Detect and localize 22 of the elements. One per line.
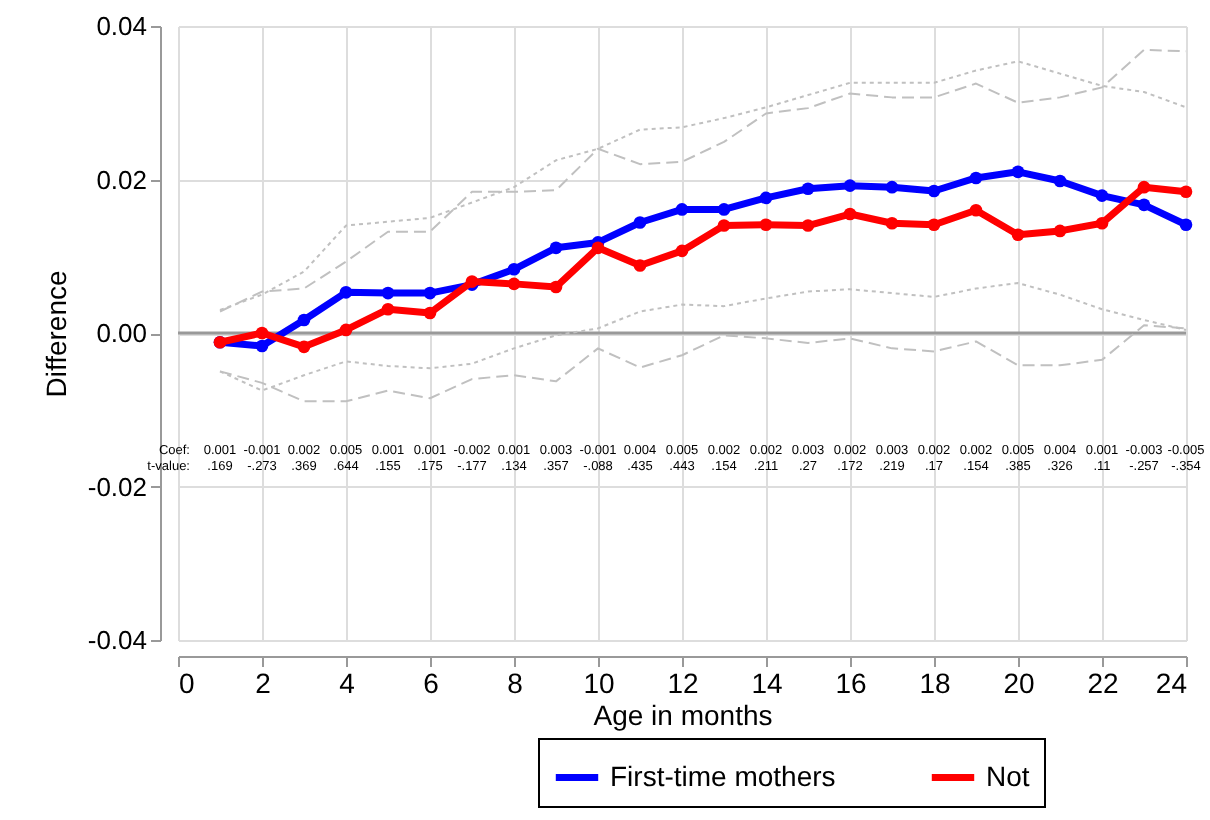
x-tick-label: 16 (835, 667, 867, 699)
x-tick-label: 18 (919, 667, 951, 699)
x-tick-label: 24 (1155, 667, 1188, 699)
legend-label: First-time mothers (610, 759, 836, 792)
legend-label: Not (986, 759, 1030, 792)
x-tick-label: 10 (583, 667, 615, 699)
y-tick-label: -0.02 (87, 471, 147, 502)
x-tick-label: 20 (1003, 667, 1035, 699)
y-tick-label: 0.00 (96, 318, 147, 348)
x-tick-label: 4 (339, 667, 356, 699)
x-tick-label: 22 (1087, 667, 1119, 699)
x-tick-label: 0 (179, 667, 195, 699)
y-tick-label: -0.04 (87, 625, 147, 655)
x-axis-title: Age in months (593, 699, 773, 731)
y-axis-title: Difference (39, 270, 72, 398)
x-tick-label: 8 (507, 667, 524, 699)
x-tick-label: 14 (751, 667, 783, 699)
x-tick-label: 2 (255, 667, 272, 699)
x-tick-label: 12 (667, 667, 699, 699)
x-tick-label: 6 (423, 667, 440, 699)
y-tick-label: 0.02 (96, 164, 147, 195)
y-tick-label: 0.04 (96, 11, 147, 41)
